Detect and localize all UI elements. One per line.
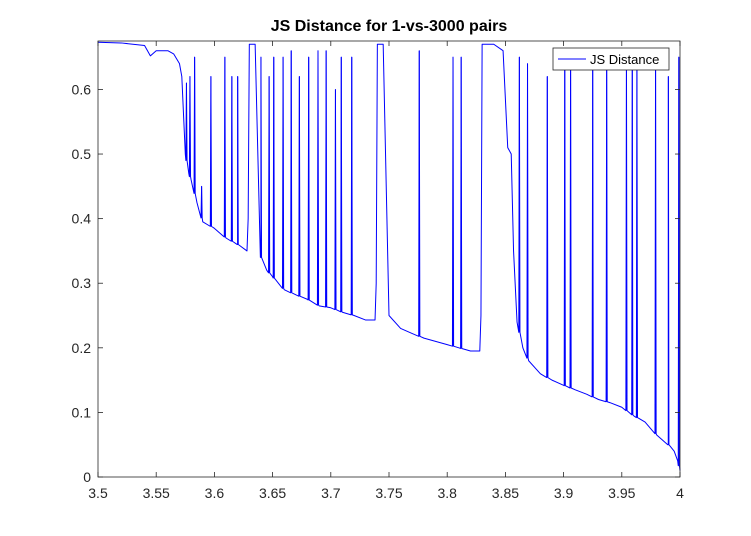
x-tick-label: 3.6 — [205, 485, 225, 501]
x-tick-label: 3.8 — [437, 485, 457, 501]
x-tick-label: 3.55 — [143, 485, 170, 501]
y-tick-label: 0.6 — [72, 81, 92, 97]
y-tick-label: 0 — [83, 469, 91, 485]
y-tick-label: 0.5 — [72, 146, 92, 162]
chart-title: JS Distance for 1-vs-3000 pairs — [271, 18, 508, 35]
axes: 3.5 3.55 3.6 3.65 3.7 3.75 3.8 3.85 3.9 3.95 4 0 0.1… — [72, 40, 684, 501]
x-tick-label: 3.65 — [259, 485, 286, 501]
y-tick-label: 0.3 — [72, 275, 92, 291]
x-tick-label: 3.85 — [492, 485, 519, 501]
y-tick-label: 0.4 — [72, 211, 92, 227]
legend: JS Distance — [552, 47, 670, 71]
plot-area — [97, 41, 681, 471]
x-tick-label: 3.9 — [554, 485, 574, 501]
x-tick-label: 3.75 — [375, 485, 402, 501]
y-tick-label: 0.2 — [72, 340, 92, 356]
y-tick-label: 0.1 — [72, 404, 92, 420]
x-tick-label: 4 — [676, 485, 684, 501]
x-tick-label: 3.95 — [608, 485, 635, 501]
legend-label: JS Distance — [590, 52, 659, 67]
legend-box — [552, 47, 670, 71]
x-tick-label: 3.5 — [88, 485, 108, 501]
x-tick-label: 3.7 — [321, 485, 341, 501]
